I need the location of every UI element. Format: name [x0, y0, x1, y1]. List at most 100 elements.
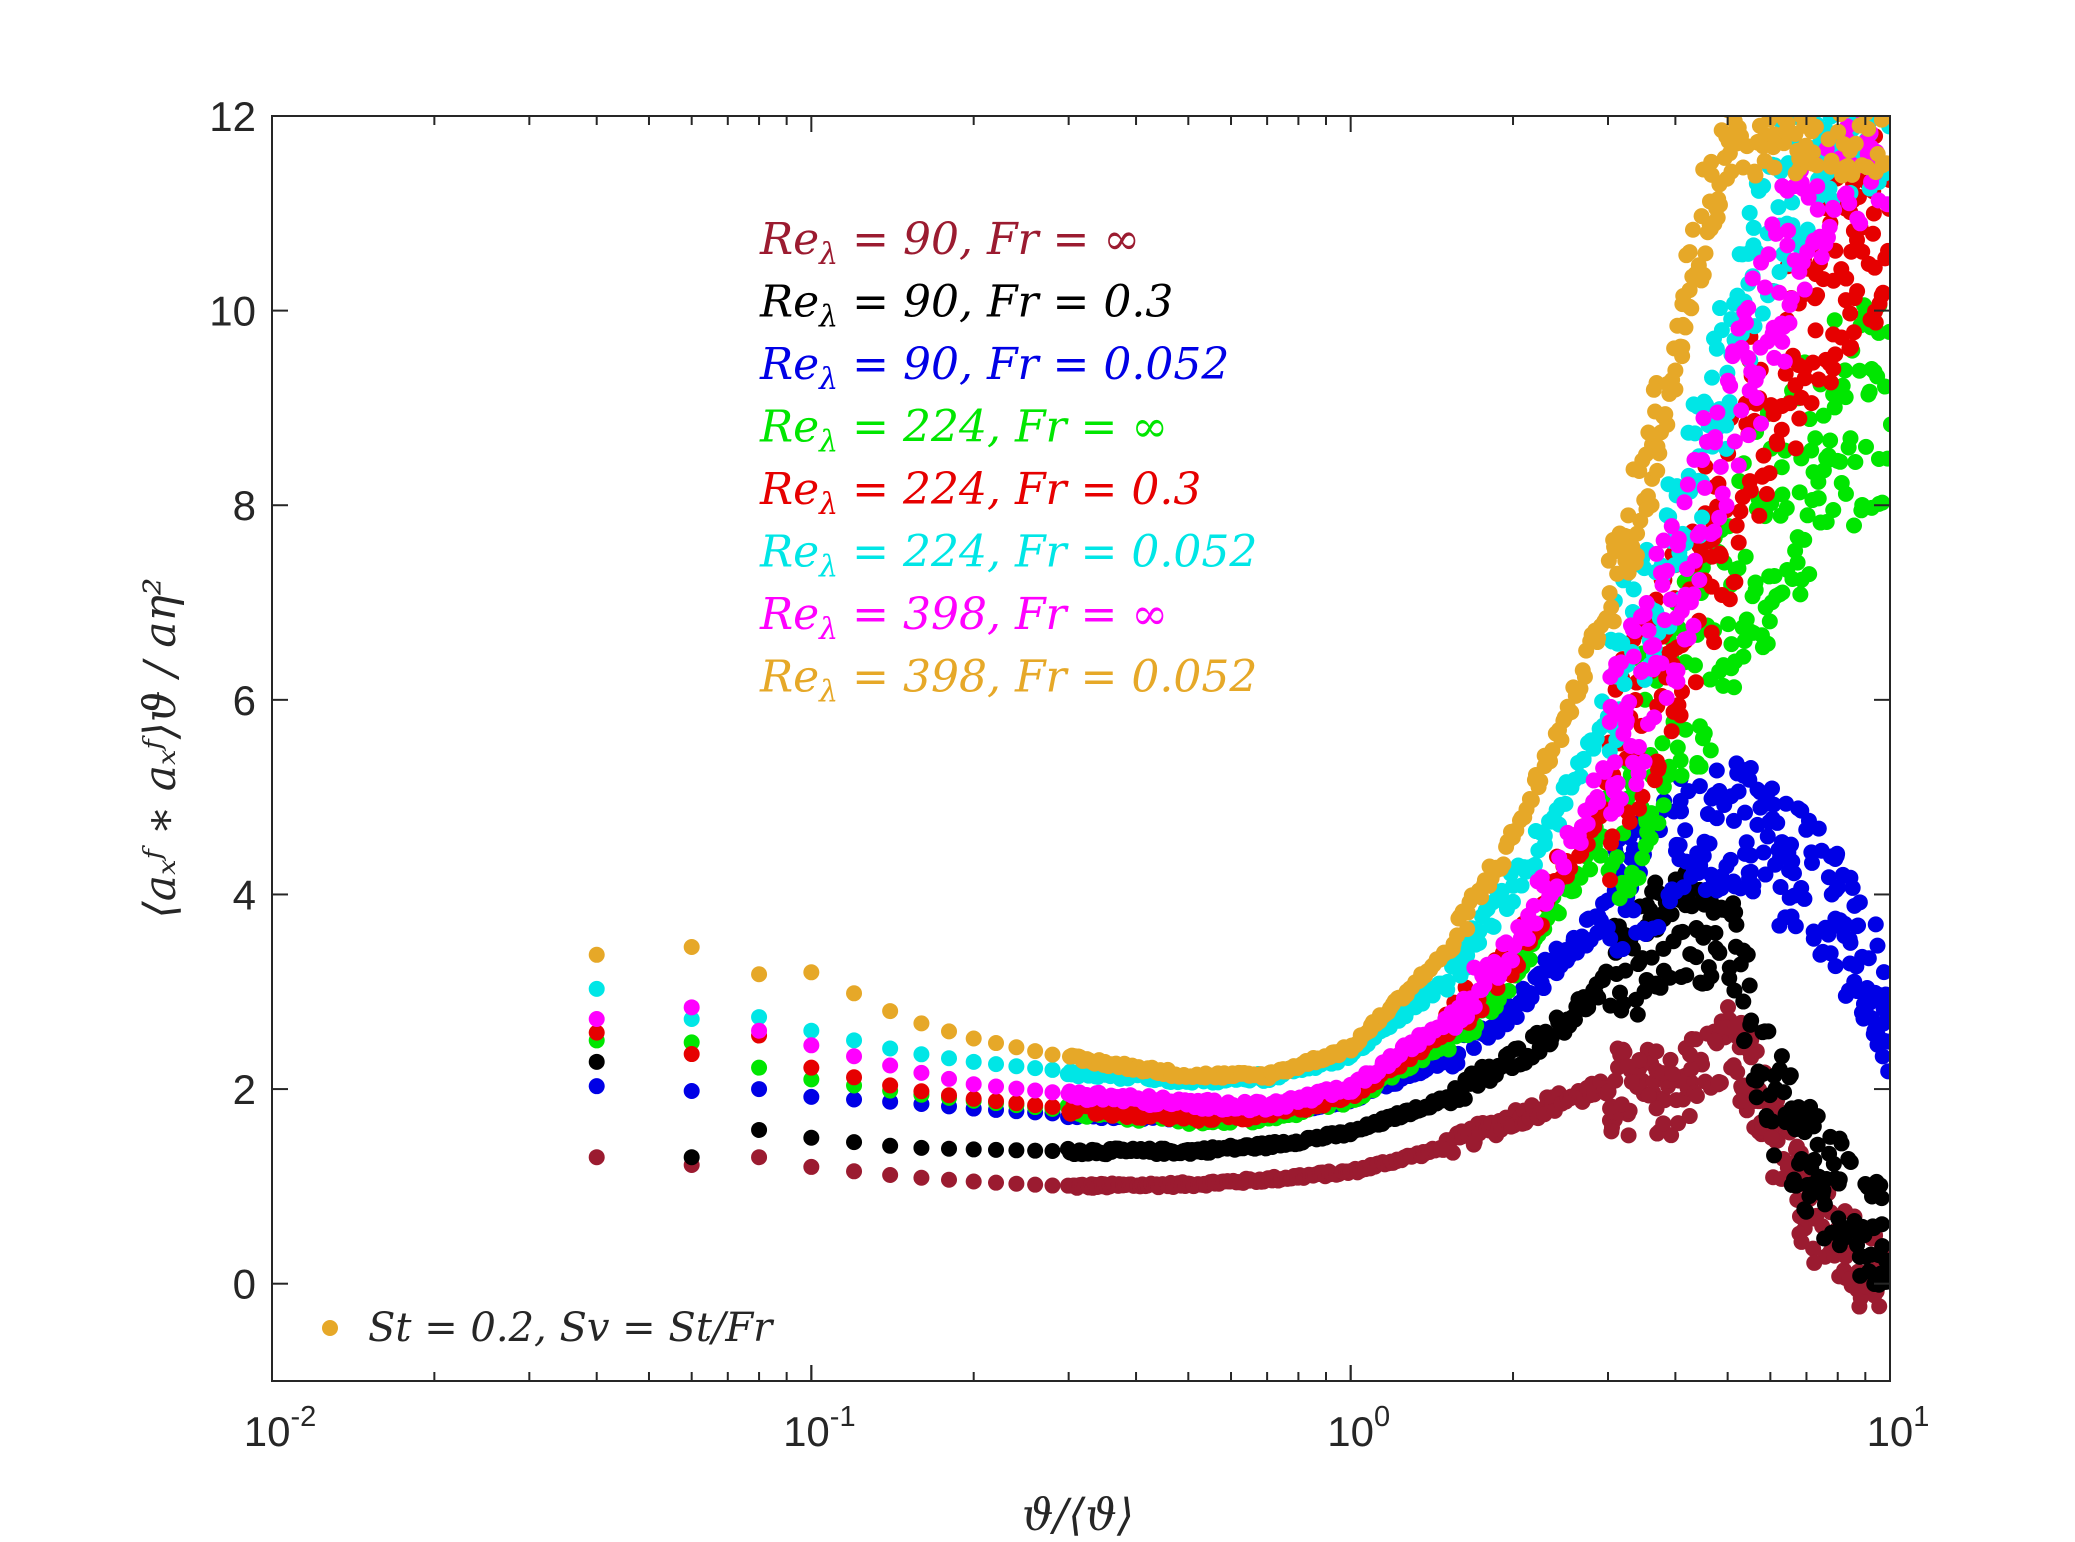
data-point — [1665, 703, 1682, 720]
data-point — [1523, 989, 1540, 1006]
data-point — [882, 1166, 899, 1183]
data-point — [1027, 1082, 1044, 1099]
data-point — [1803, 854, 1820, 871]
data-point — [588, 1078, 605, 1095]
data-point — [1513, 877, 1530, 894]
data-point — [1825, 386, 1842, 403]
data-point — [1841, 931, 1858, 948]
data-point — [1685, 617, 1702, 634]
data-point — [1867, 916, 1884, 933]
data-point — [1773, 315, 1790, 332]
data-point — [1686, 451, 1703, 468]
data-point — [1787, 918, 1804, 935]
data-point — [1838, 185, 1855, 202]
data-point — [1772, 849, 1789, 866]
data-point — [1860, 950, 1877, 967]
data-point — [1745, 219, 1762, 236]
data-point — [1603, 1123, 1620, 1140]
data-point — [1535, 980, 1552, 997]
data-point — [1850, 917, 1867, 934]
data-point — [1459, 921, 1476, 938]
data-point — [1725, 895, 1742, 912]
data-point — [588, 1011, 605, 1028]
data-point — [1711, 663, 1728, 680]
data-point — [1646, 637, 1663, 654]
data-point — [1781, 889, 1798, 906]
data-point — [1628, 776, 1645, 793]
data-point — [1871, 987, 1888, 1004]
data-point — [1823, 1224, 1840, 1241]
data-point — [1600, 552, 1617, 569]
data-point — [1753, 415, 1770, 432]
legend-entry: Reλ = 398, Fr = ∞ — [759, 589, 1168, 647]
y-tick-label: 8 — [233, 482, 256, 529]
data-point — [1825, 501, 1842, 518]
data-point — [803, 1158, 820, 1175]
data-point — [1827, 882, 1844, 899]
data-point — [1869, 937, 1886, 954]
y-tick-label: 2 — [233, 1066, 256, 1113]
data-point — [965, 1076, 982, 1093]
data-point — [1729, 1064, 1746, 1081]
data-point — [1747, 167, 1764, 184]
data-point — [1763, 1129, 1780, 1146]
data-point — [1602, 930, 1619, 947]
legend-entry: Reλ = 90, Fr = ∞ — [759, 214, 1140, 272]
data-point — [1842, 1154, 1859, 1171]
data-point — [941, 1070, 958, 1087]
data-point — [846, 1091, 863, 1108]
data-point — [1794, 254, 1811, 271]
data-point — [1695, 847, 1712, 864]
data-point — [1711, 176, 1728, 193]
data-point — [1774, 584, 1791, 601]
data-point — [1880, 1063, 1890, 1080]
data-point — [1806, 1254, 1823, 1271]
data-point — [1778, 795, 1795, 812]
data-point — [1761, 613, 1778, 630]
data-point — [1742, 863, 1759, 880]
data-point — [1667, 362, 1684, 379]
data-point — [1689, 527, 1706, 544]
y-tick-label: 6 — [233, 677, 256, 724]
data-point — [1773, 1048, 1790, 1065]
data-point — [1756, 279, 1773, 296]
data-point — [1572, 768, 1589, 785]
data-point — [1590, 793, 1607, 810]
data-point — [1741, 204, 1758, 221]
data-point — [1629, 525, 1646, 542]
data-point — [1760, 246, 1777, 263]
data-point — [1799, 507, 1816, 524]
data-point — [1726, 116, 1743, 130]
data-point — [965, 1030, 982, 1047]
data-point — [882, 1040, 899, 1057]
data-point — [1801, 566, 1818, 583]
data-point — [1809, 178, 1826, 195]
data-point — [1805, 930, 1822, 947]
data-point — [1825, 1155, 1842, 1172]
data-point — [1751, 117, 1768, 134]
data-point — [1708, 810, 1725, 827]
data-point — [1664, 1065, 1681, 1082]
data-point — [1709, 404, 1726, 421]
data-point — [1440, 1041, 1457, 1058]
data-point — [1608, 966, 1625, 983]
data-point — [1625, 754, 1642, 771]
data-point — [1758, 486, 1775, 503]
data-point — [1842, 430, 1859, 447]
data-point — [1865, 205, 1882, 222]
data-point — [1763, 594, 1780, 611]
data-point — [1817, 236, 1834, 253]
data-point — [1831, 1171, 1848, 1188]
data-point — [1711, 783, 1728, 800]
data-point — [1726, 433, 1743, 450]
data-point — [1727, 561, 1744, 578]
data-point — [1796, 1201, 1813, 1218]
data-point — [1027, 1142, 1044, 1159]
data-point — [1677, 721, 1694, 738]
data-point — [1810, 490, 1827, 507]
data-point — [1683, 1031, 1700, 1048]
data-point — [1689, 758, 1706, 775]
data-point — [1857, 1176, 1874, 1193]
data-point — [1733, 402, 1750, 419]
data-point — [1851, 362, 1868, 379]
